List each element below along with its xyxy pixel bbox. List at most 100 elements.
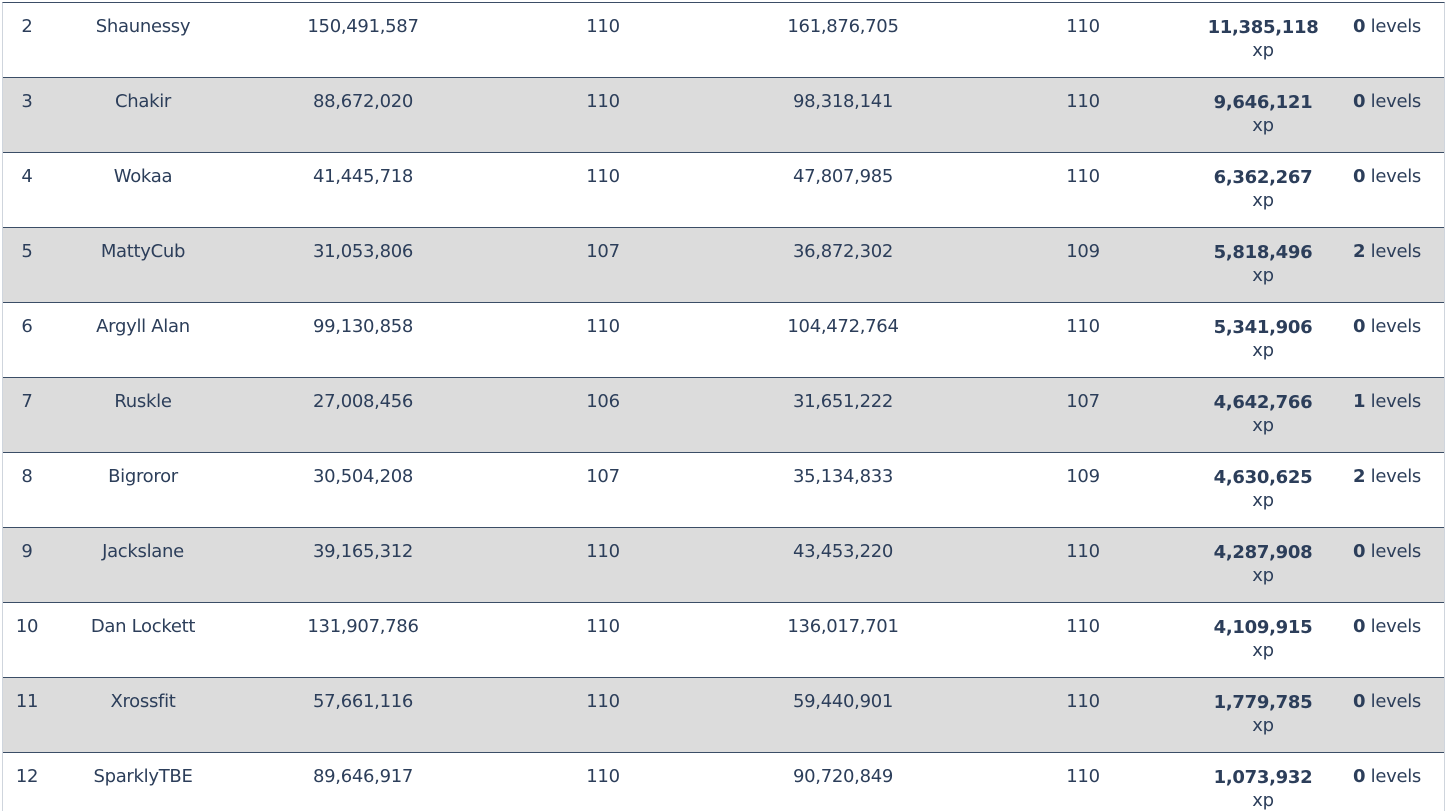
- rank-cell: 3: [21, 91, 33, 112]
- levels-gained-cell: 0 levels: [1339, 766, 1435, 787]
- xp-gained-value: 9,646,121: [1213, 92, 1313, 113]
- levels-gained-value: 0: [1352, 16, 1366, 37]
- levels-unit-label: levels: [1370, 466, 1422, 487]
- player-name-cell: Argyll Alan: [96, 316, 190, 337]
- xp-unit-label: xp: [1252, 340, 1274, 361]
- xp-gained-cell: 5,818,496 xp: [1203, 241, 1323, 287]
- xp-gained-cell: 4,642,766 xp: [1203, 391, 1323, 437]
- levels-unit-label: levels: [1370, 391, 1422, 412]
- xp-gained-cell: 4,109,915 xp: [1203, 616, 1323, 662]
- rank-cell: 11: [15, 691, 39, 712]
- levels-unit-label: levels: [1370, 766, 1422, 787]
- rank-cell: 6: [21, 316, 33, 337]
- start-xp-cell: 41,445,718: [312, 166, 414, 187]
- xp-gained-cell: 4,287,908 xp: [1203, 541, 1323, 587]
- end-xp-cell: 59,440,901: [792, 691, 894, 712]
- levels-gained-value: 2: [1352, 466, 1366, 487]
- levels-gained-cell: 0 levels: [1339, 316, 1435, 337]
- end-level-cell: 110: [1066, 766, 1100, 787]
- end-level-cell: 110: [1066, 316, 1100, 337]
- player-name-cell: Ruskle: [114, 391, 172, 412]
- end-level-cell: 110: [1066, 16, 1100, 37]
- xp-gained-value: 1,073,932: [1213, 767, 1313, 788]
- end-xp-cell: 161,876,705: [787, 16, 899, 37]
- levels-unit-label: levels: [1370, 541, 1422, 562]
- end-level-cell: 109: [1066, 241, 1100, 262]
- player-name-cell: Jackslane: [102, 541, 184, 562]
- levels-gained-value: 1: [1352, 391, 1366, 412]
- xp-gained-value: 4,630,625: [1213, 467, 1313, 488]
- levels-gained-cell: 2 levels: [1339, 241, 1435, 262]
- start-level-cell: 110: [586, 16, 620, 37]
- xp-unit-label: xp: [1252, 565, 1274, 586]
- table-row: 12 SparklyTBE 89,646,917 110 90,720,849 110 1,…: [3, 753, 1444, 811]
- levels-unit-label: levels: [1370, 316, 1422, 337]
- xp-gained-value: 4,287,908: [1213, 542, 1313, 563]
- start-xp-cell: 39,165,312: [312, 541, 414, 562]
- table-row: 7 Ruskle 27,008,456 106 31,651,222 107 4,642,7…: [3, 378, 1444, 453]
- levels-gained-cell: 0 levels: [1339, 691, 1435, 712]
- end-xp-cell: 98,318,141: [792, 91, 894, 112]
- start-level-cell: 110: [586, 616, 620, 637]
- levels-gained-cell: 0 levels: [1339, 166, 1435, 187]
- player-name-cell: Wokaa: [113, 166, 173, 187]
- levels-gained-cell: 0 levels: [1339, 16, 1435, 37]
- levels-gained-value: 0: [1352, 91, 1366, 112]
- levels-unit-label: levels: [1370, 241, 1422, 262]
- xp-gained-cell: 9,646,121 xp: [1203, 91, 1323, 137]
- xp-unit-label: xp: [1252, 40, 1274, 61]
- xp-unit-label: xp: [1252, 190, 1274, 211]
- xp-gained-value: 1,779,785: [1213, 692, 1313, 713]
- rank-cell: 2: [21, 16, 33, 37]
- xp-unit-label: xp: [1252, 415, 1274, 436]
- start-xp-cell: 27,008,456: [312, 391, 414, 412]
- start-level-cell: 107: [586, 466, 620, 487]
- end-level-cell: 110: [1066, 541, 1100, 562]
- xp-gained-value: 4,642,766: [1213, 392, 1313, 413]
- levels-gained-cell: 0 levels: [1339, 91, 1435, 112]
- end-level-cell: 110: [1066, 91, 1100, 112]
- levels-gained-value: 0: [1352, 766, 1366, 787]
- xp-gained-value: 5,818,496: [1213, 242, 1313, 263]
- rank-cell: 12: [15, 766, 39, 787]
- levels-unit-label: levels: [1370, 616, 1422, 637]
- rank-cell: 4: [21, 166, 33, 187]
- start-xp-cell: 31,053,806: [312, 241, 414, 262]
- start-level-cell: 106: [586, 391, 620, 412]
- end-xp-cell: 43,453,220: [792, 541, 894, 562]
- rank-cell: 9: [21, 541, 33, 562]
- start-xp-cell: 88,672,020: [312, 91, 414, 112]
- start-xp-cell: 150,491,587: [307, 16, 419, 37]
- end-xp-cell: 104,472,764: [787, 316, 899, 337]
- rank-cell: 8: [21, 466, 33, 487]
- rank-cell: 10: [15, 616, 39, 637]
- start-xp-cell: 57,661,116: [312, 691, 414, 712]
- levels-gained-cell: 1 levels: [1339, 391, 1435, 412]
- table-row: 3 Chakir 88,672,020 110 98,318,141 110 9,646,1…: [3, 78, 1444, 153]
- xp-gained-cell: 5,341,906 xp: [1203, 316, 1323, 362]
- levels-unit-label: levels: [1370, 91, 1422, 112]
- table-row: 10 Dan Lockett 131,907,786 110 136,017,701 11…: [3, 603, 1444, 678]
- start-level-cell: 110: [586, 541, 620, 562]
- player-name-cell: Bigroror: [108, 466, 178, 487]
- end-xp-cell: 136,017,701: [787, 616, 899, 637]
- start-xp-cell: 30,504,208: [312, 466, 414, 487]
- levels-gained-value: 0: [1352, 541, 1366, 562]
- levels-gained-value: 0: [1352, 166, 1366, 187]
- start-level-cell: 110: [586, 691, 620, 712]
- player-name-cell: MattyCub: [100, 241, 186, 262]
- xp-unit-label: xp: [1252, 115, 1274, 136]
- table-row: 2 Shaunessy 150,491,587 110 161,876,705 110 11…: [3, 3, 1444, 78]
- player-name-cell: Dan Lockett: [90, 616, 196, 637]
- end-level-cell: 107: [1066, 391, 1100, 412]
- xp-unit-label: xp: [1252, 265, 1274, 286]
- xp-gained-cell: 11,385,118 xp: [1203, 16, 1323, 62]
- end-level-cell: 110: [1066, 691, 1100, 712]
- xp-unit-label: xp: [1252, 715, 1274, 736]
- table-row: 8 Bigroror 30,504,208 107 35,134,833 109 4,630…: [3, 453, 1444, 528]
- end-xp-cell: 90,720,849: [792, 766, 894, 787]
- levels-gained-value: 2: [1352, 241, 1366, 262]
- player-name-cell: SparklyTBE: [93, 766, 193, 787]
